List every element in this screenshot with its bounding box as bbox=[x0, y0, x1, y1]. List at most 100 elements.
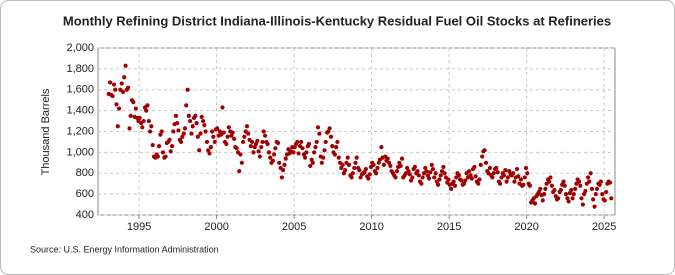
data-point bbox=[150, 142, 155, 148]
y-tick-label: 2,000 bbox=[66, 42, 94, 54]
data-point bbox=[345, 155, 350, 160]
data-point bbox=[170, 144, 175, 149]
data-point bbox=[279, 175, 284, 180]
data-point bbox=[388, 163, 393, 169]
data-point bbox=[573, 186, 578, 192]
data-point bbox=[261, 129, 266, 134]
data-point bbox=[366, 176, 371, 181]
data-point bbox=[173, 113, 179, 118]
data-point bbox=[268, 155, 273, 160]
data-point bbox=[185, 87, 190, 92]
data-point bbox=[532, 201, 538, 206]
data-point bbox=[609, 196, 614, 201]
data-point bbox=[186, 113, 191, 118]
data-point bbox=[299, 139, 304, 145]
data-point bbox=[353, 160, 358, 165]
data-point bbox=[330, 144, 335, 149]
data-point bbox=[332, 152, 337, 157]
y-tick-label: 1,400 bbox=[66, 105, 94, 117]
data-point bbox=[149, 124, 154, 129]
data-point bbox=[111, 82, 117, 87]
data-point bbox=[352, 165, 357, 171]
data-point bbox=[175, 121, 180, 126]
data-point bbox=[362, 170, 367, 175]
data-point bbox=[346, 162, 352, 167]
data-point bbox=[367, 172, 372, 177]
data-point bbox=[195, 134, 200, 139]
data-point bbox=[339, 165, 344, 171]
data-point bbox=[385, 156, 390, 161]
data-point bbox=[163, 154, 168, 159]
data-point bbox=[591, 197, 596, 202]
data-point bbox=[429, 162, 434, 167]
data-point bbox=[527, 183, 532, 188]
data-point bbox=[334, 145, 339, 150]
data-point bbox=[122, 75, 127, 80]
data-point bbox=[548, 175, 553, 180]
data-point bbox=[398, 163, 403, 169]
data-point bbox=[193, 113, 198, 118]
data-point bbox=[580, 202, 586, 207]
data-point bbox=[407, 172, 412, 177]
data-point bbox=[147, 129, 153, 134]
data-point bbox=[146, 118, 151, 124]
data-point bbox=[405, 165, 410, 171]
data-point bbox=[272, 152, 277, 157]
data-point bbox=[592, 204, 597, 209]
data-point bbox=[306, 141, 312, 147]
data-point bbox=[424, 169, 429, 174]
y-tick-label: 1,200 bbox=[66, 125, 94, 137]
data-point bbox=[107, 80, 113, 85]
data-point bbox=[304, 150, 309, 155]
data-point bbox=[459, 178, 464, 183]
data-point bbox=[322, 148, 327, 153]
x-tick-label: 2020 bbox=[514, 221, 538, 233]
data-point bbox=[410, 175, 415, 180]
data-point bbox=[600, 192, 605, 197]
data-point bbox=[516, 174, 521, 179]
data-point bbox=[123, 63, 128, 68]
data-point bbox=[593, 192, 598, 197]
y-tick-label: 1,000 bbox=[66, 146, 94, 158]
data-point bbox=[504, 179, 509, 184]
data-point bbox=[446, 177, 451, 182]
data-point bbox=[511, 171, 516, 176]
data-point bbox=[415, 169, 420, 174]
data-point bbox=[588, 171, 593, 176]
data-point bbox=[199, 114, 204, 119]
data-point bbox=[167, 137, 172, 142]
y-tick-label: 800 bbox=[76, 167, 94, 179]
data-point bbox=[523, 165, 529, 171]
data-point bbox=[476, 181, 481, 186]
data-point bbox=[207, 151, 212, 156]
data-point bbox=[357, 168, 362, 173]
data-point bbox=[230, 130, 235, 135]
data-point bbox=[317, 131, 322, 136]
data-point bbox=[343, 168, 348, 173]
data-point bbox=[251, 150, 256, 155]
data-point bbox=[184, 103, 189, 108]
data-point bbox=[363, 166, 368, 172]
data-point bbox=[257, 154, 262, 159]
data-point bbox=[578, 183, 583, 188]
data-point bbox=[116, 106, 122, 111]
data-point bbox=[449, 186, 454, 192]
data-point bbox=[273, 146, 278, 151]
data-point bbox=[433, 171, 438, 176]
data-point bbox=[399, 156, 405, 161]
data-point bbox=[350, 171, 355, 176]
data-point bbox=[168, 149, 173, 154]
x-tick-label: 2025 bbox=[592, 221, 616, 233]
data-point bbox=[234, 146, 239, 151]
x-tick-label: 2010 bbox=[359, 221, 383, 233]
data-point bbox=[358, 175, 363, 180]
chart-title: Monthly Refining District Indiana-Illino… bbox=[63, 13, 611, 28]
data-point bbox=[280, 168, 286, 173]
data-point bbox=[428, 170, 433, 175]
data-point bbox=[495, 170, 500, 175]
data-point bbox=[202, 123, 207, 128]
data-point bbox=[144, 108, 149, 113]
data-point bbox=[540, 198, 545, 203]
data-point bbox=[394, 169, 399, 174]
data-point bbox=[607, 180, 613, 185]
